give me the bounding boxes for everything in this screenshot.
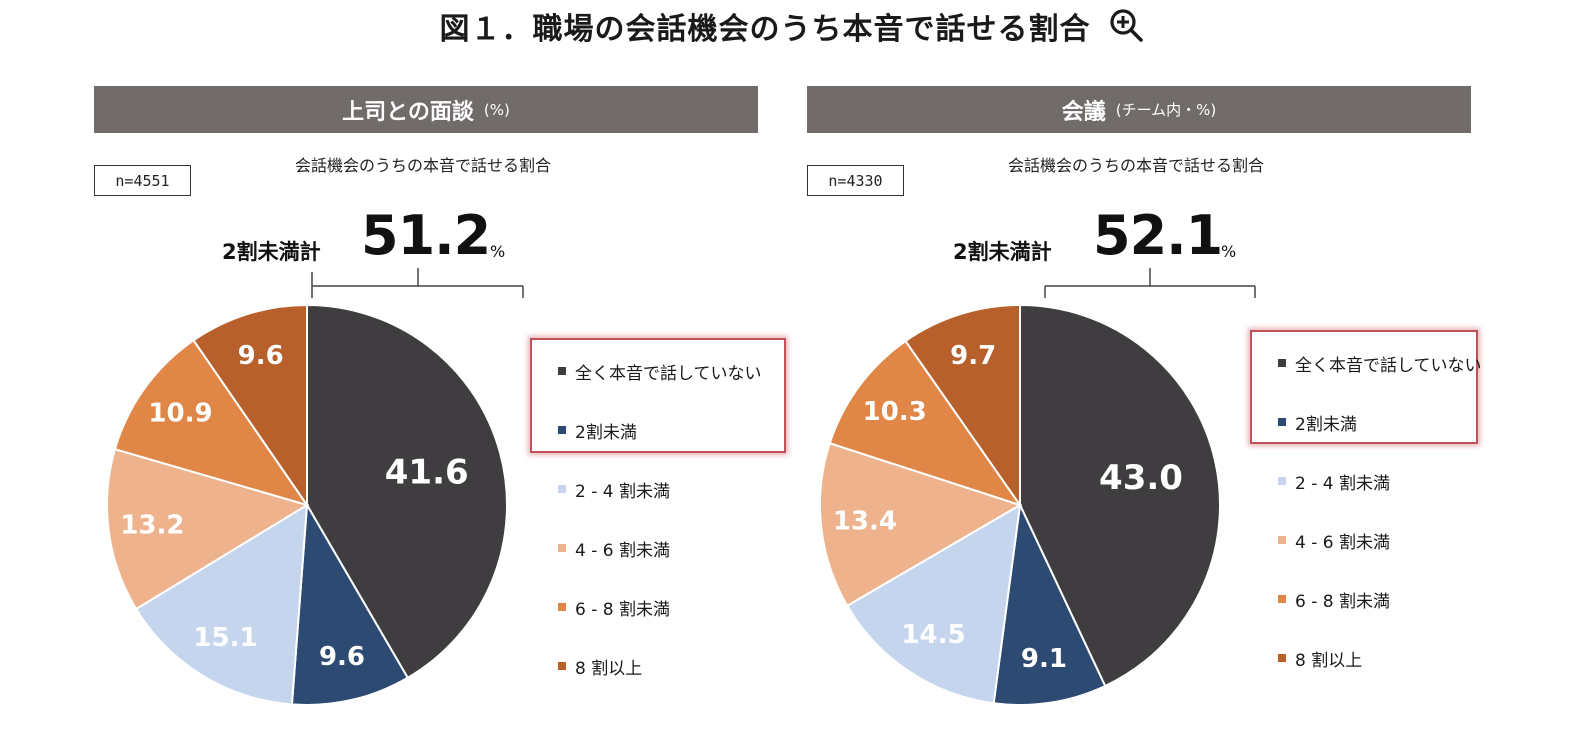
legend-swatch: [558, 544, 566, 552]
sample-size-box: n=4551: [94, 165, 191, 196]
slice-value-label: 14.5: [901, 620, 965, 650]
legend-item-6-8: 6 - 8 割未満: [1278, 584, 1390, 614]
total-label: 2割未満計: [222, 240, 321, 264]
chart-subtitle: 会話機会のうちの本音で話せる割合: [294, 156, 551, 175]
legend-item-8-plus: 8 割以上: [1278, 643, 1362, 673]
pie-chart-interview: 41.6 9.6 15.1 13.2 10.9 9.6: [106, 303, 508, 706]
total-bracket: [1044, 268, 1256, 298]
panel-unit-note: (%): [483, 100, 510, 119]
legend-label: 2 - 4 割未満: [575, 481, 670, 502]
pie-chart-meeting: 43.0 9.1 14.5 13.4 10.3 9.7: [819, 303, 1221, 706]
legend-label: 2 - 4 割未満: [1295, 473, 1390, 494]
legend-item-6-8: 6 - 8 割未満: [558, 592, 670, 622]
panel-title: 上司との面談: [342, 99, 474, 125]
slice-value-label: 9.7: [950, 341, 996, 371]
legend-meeting: 全く本音で話していない 2割未満 2 - 4 割未満 4 - 6 割未満 6 -…: [1250, 326, 1482, 686]
slice-2-4: [845, 503, 1022, 705]
legend-swatch: [1278, 418, 1286, 426]
chart-panel-meeting: 会議 (チーム内・%) 会話機会のうちの本音で話せる割合 n=4330 2割未満…: [807, 86, 1482, 726]
slice-8-plus: [192, 303, 308, 509]
legend-swatch: [1278, 536, 1286, 544]
slice-value-label: 9.6: [319, 642, 365, 672]
slice-value-label: 10.3: [863, 397, 927, 427]
legend-label: 4 - 6 割未満: [575, 540, 670, 561]
slice-6-8: [113, 338, 310, 507]
slice-value-label: 41.6: [385, 453, 469, 493]
legend-label: 全く本音で話していない: [1295, 355, 1482, 376]
legend-item-8-plus: 8 割以上: [558, 651, 642, 681]
slice-4-6: [819, 441, 1023, 608]
legend-swatch: [558, 662, 566, 670]
total-value: 51.2: [361, 204, 491, 267]
legend-label: 6 - 8 割未満: [1295, 591, 1390, 612]
slice-under-2: [992, 501, 1107, 706]
figure-title-bar: 図１．職場の会話機会のうち本音で話せる割合: [0, 6, 1584, 47]
slice-2-4: [134, 503, 309, 706]
legend-swatch: [1278, 477, 1286, 485]
slice-value-label: 43.0: [1099, 458, 1183, 498]
legend-swatch: [558, 367, 566, 375]
legend-interview: 全く本音で話していない 2割未満 2 - 4 割未満 4 - 6 割未満 6 -…: [530, 334, 786, 694]
legend-swatch: [558, 485, 566, 493]
legend-highlight-box: [530, 338, 786, 453]
legend-swatch: [558, 603, 566, 611]
zoom-in-icon[interactable]: [1109, 8, 1145, 44]
legend-label: 2割未満: [575, 422, 637, 443]
legend-label: 8 割以上: [1295, 650, 1363, 671]
legend-swatch: [1278, 359, 1286, 367]
slice-value-label: 13.2: [120, 511, 184, 541]
slice-8-plus: [904, 303, 1021, 509]
slice-none: [1019, 303, 1221, 688]
slice-value-label: 13.4: [833, 507, 897, 537]
legend-highlight-box: [1250, 330, 1478, 444]
chart-panel-interview: 上司との面談 (%) 会話機会のうちの本音で話せる割合 n=4551 2割未満計…: [94, 86, 786, 726]
legend-item-4-6: 4 - 6 割未満: [558, 533, 670, 563]
legend-item-none: 全く本音で話していない: [558, 356, 762, 386]
slice-value-label: 9.6: [238, 341, 284, 371]
total-value: 52.1: [1093, 204, 1223, 267]
panel-title: 会議: [1061, 99, 1106, 125]
legend-swatch: [1278, 595, 1286, 603]
total-label: 2割未満計: [953, 240, 1052, 264]
total-bracket: [311, 268, 524, 298]
legend-item-none: 全く本音で話していない: [1278, 348, 1482, 378]
panel-header: 会議 (チーム内・%): [807, 86, 1471, 133]
legend-label: 2割未満: [1295, 414, 1357, 435]
panel-unit-note: (チーム内・%): [1115, 101, 1217, 119]
slice-none: [306, 303, 508, 680]
figure-title: 図１．職場の会話機会のうち本音で話せる割合: [439, 12, 1091, 47]
panel-header: 上司との面談 (%): [94, 86, 758, 133]
total-unit: %: [490, 242, 506, 261]
slice-value-label: 10.9: [148, 399, 212, 429]
legend-label: 8 割以上: [575, 658, 643, 679]
total-unit: %: [1221, 242, 1237, 261]
legend-item-4-6: 4 - 6 割未満: [1278, 525, 1390, 555]
slice-4-6: [106, 447, 310, 611]
legend-item-2-4: 2 - 4 割未満: [558, 474, 670, 504]
slice-6-8: [828, 339, 1023, 507]
sample-size-box: n=4330: [807, 165, 904, 196]
legend-item-under-2: 2割未満: [1278, 407, 1357, 437]
slice-under-2: [290, 501, 410, 706]
legend-label: 4 - 6 割未満: [1295, 532, 1390, 553]
legend-swatch: [1278, 654, 1286, 662]
slice-value-label: 9.1: [1021, 644, 1067, 674]
legend-item-under-2: 2割未満: [558, 415, 637, 445]
legend-label: 6 - 8 割未満: [575, 599, 670, 620]
legend-label: 全く本音で話していない: [575, 363, 762, 384]
legend-item-2-4: 2 - 4 割未満: [1278, 466, 1390, 496]
legend-swatch: [558, 426, 566, 434]
slice-value-label: 15.1: [193, 623, 257, 653]
chart-subtitle: 会話機会のうちの本音で話せる割合: [1007, 156, 1264, 175]
